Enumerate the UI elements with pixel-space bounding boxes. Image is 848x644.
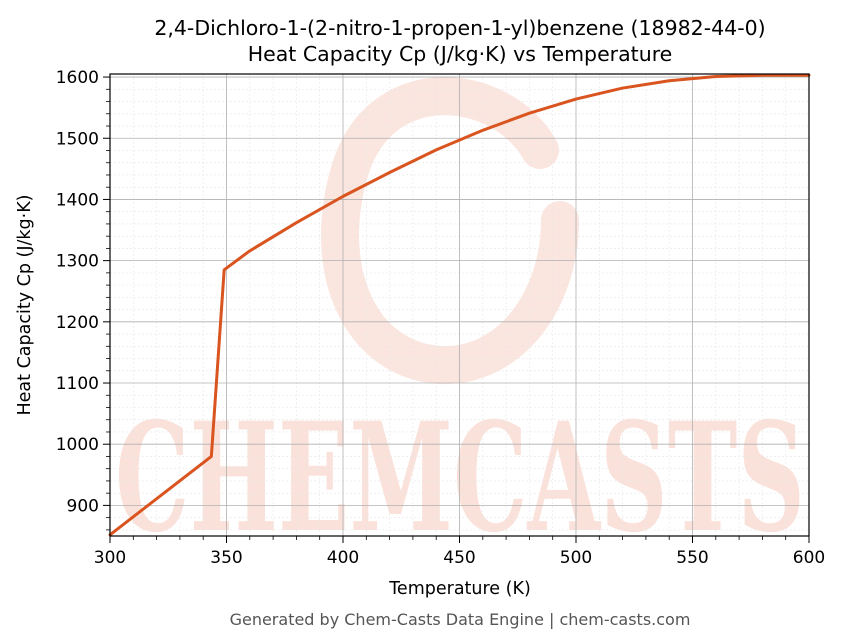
x-tick-label: 350 (210, 548, 242, 568)
chemcasts-watermark: CHEMCASTS (115, 77, 805, 566)
axis-ticks (103, 76, 810, 543)
y-tick-label: 1000 (56, 435, 99, 455)
chart-title-line1: 2,4-Dichloro-1-(2-nitro-1-propen-1-yl)be… (154, 16, 765, 40)
y-tick-label: 900 (67, 496, 99, 516)
y-axis-label: Heat Capacity Cp (J/kg·K) (15, 195, 35, 416)
x-tick-label: 500 (560, 548, 592, 568)
y-tick-labels: 900 1000 1100 1200 1300 1400 1500 1600 (56, 68, 99, 516)
y-tick-label: 1500 (56, 129, 99, 149)
x-tick-labels: 300 350 400 450 500 550 600 (94, 548, 825, 568)
cp-series-line (108, 73, 811, 537)
chart-title-line2: Heat Capacity Cp (J/kg·K) vs Temperature (248, 42, 673, 66)
x-axis-label: Temperature (K) (388, 579, 531, 599)
series-layer (108, 73, 811, 537)
watermark-logo-arc (321, 77, 579, 385)
y-tick-label: 1300 (56, 252, 99, 272)
footer-credit: Generated by Chem-Casts Data Engine | ch… (230, 610, 691, 629)
y-tick-label: 1600 (56, 68, 99, 88)
x-tick-label: 400 (327, 548, 359, 568)
y-tick-label: 1200 (56, 313, 99, 333)
x-tick-label: 300 (94, 548, 126, 568)
x-tick-label: 600 (793, 548, 825, 568)
x-tick-label: 550 (676, 548, 708, 568)
y-tick-label: 1100 (56, 374, 99, 394)
y-tick-label: 1400 (56, 190, 99, 210)
x-tick-label: 450 (443, 548, 475, 568)
